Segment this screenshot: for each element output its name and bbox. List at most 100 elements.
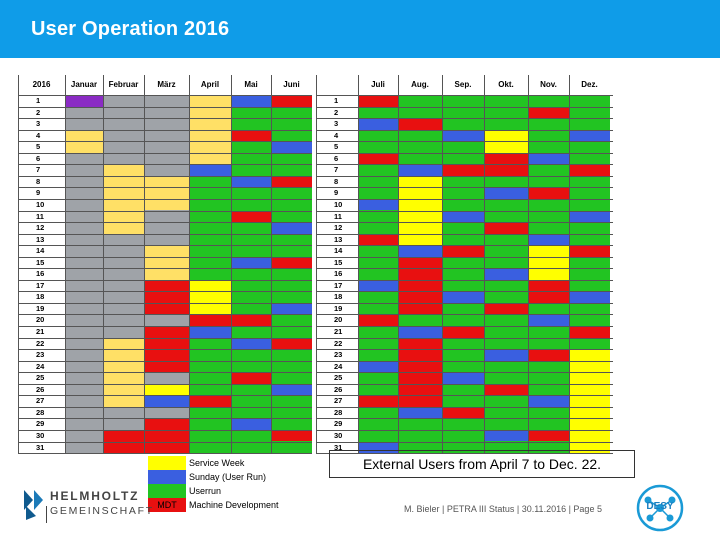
day-number: 16: [316, 268, 358, 280]
sep-base: [442, 95, 484, 454]
day-number: 6: [316, 152, 358, 165]
sep-blue3: [442, 291, 484, 303]
month-header-6: Juli: [358, 75, 398, 95]
month-header-2: März: [144, 75, 189, 95]
month-header-8: Sep.: [442, 75, 484, 95]
grid-line: [316, 245, 613, 246]
day-number: 10: [316, 198, 358, 211]
day-number: 13: [316, 233, 358, 246]
grid-line: [18, 118, 312, 119]
month-header-7: Aug.: [398, 75, 442, 95]
sep-mdt: [442, 164, 484, 176]
grid-line: [18, 210, 312, 211]
grid-line: [18, 95, 312, 96]
grid-line: [18, 129, 312, 131]
month-header-5: Juni: [271, 75, 312, 95]
grid-line: [18, 360, 312, 362]
day-number: 2: [18, 106, 65, 119]
day-number: 27: [18, 395, 65, 407]
grid-line: [316, 453, 613, 454]
oct-mdt2: [484, 222, 528, 234]
nov-mdt2: [528, 187, 569, 199]
dec-blue3: [569, 291, 610, 303]
nov-blue: [528, 152, 569, 165]
day-number: 9: [18, 187, 65, 199]
dec-blue2: [569, 210, 610, 223]
may-blue5: [231, 418, 271, 430]
sep-blue2: [442, 210, 484, 223]
may-mdt: [231, 129, 271, 142]
dec-mdt2: [569, 245, 610, 257]
grid-line: [484, 75, 485, 454]
day-number: 26: [18, 383, 65, 396]
grid-line: [316, 372, 613, 373]
nov-blue2: [528, 233, 569, 246]
day-number: 4: [18, 129, 65, 142]
day-number: 14: [316, 245, 358, 257]
feb-mdt: [103, 429, 144, 454]
jul-mdt: [358, 95, 398, 107]
grid-line: [18, 222, 312, 223]
day-number: 28: [316, 406, 358, 419]
day-number: 22: [316, 337, 358, 350]
mar-mdt3: [144, 418, 189, 454]
nov-mdt: [528, 106, 569, 119]
jul-mdt5: [358, 395, 398, 407]
grid-line: [316, 268, 613, 269]
grid-line: [316, 75, 317, 454]
day-number: 19: [316, 302, 358, 315]
day-number: 26: [316, 383, 358, 396]
grid-line: [316, 210, 613, 211]
grid-line: [316, 129, 613, 131]
day-number: 4: [316, 129, 358, 142]
grid-line: [569, 75, 570, 454]
dec-mdt3: [569, 326, 610, 338]
mar-blue: [144, 395, 189, 407]
day-number: 25: [18, 372, 65, 384]
grid-line: [316, 198, 613, 200]
jun-blue2: [271, 222, 312, 234]
nov-yellow: [528, 245, 569, 280]
day-number: 25: [316, 372, 358, 384]
grid-line: [316, 302, 613, 304]
grid-line: [65, 75, 66, 454]
desy-icon: [636, 484, 684, 532]
sep-blue4: [442, 372, 484, 384]
grid-line: [316, 164, 613, 165]
grid-line: [442, 75, 443, 454]
sep-mdt4: [442, 406, 484, 419]
aug-mdt2: [398, 256, 442, 315]
mar-yellow3: [144, 383, 189, 396]
day-number: 23: [18, 349, 65, 361]
jun-blue4: [271, 383, 312, 396]
jul-mdt3: [358, 233, 398, 246]
oct-blue3: [484, 349, 528, 361]
desy-logo: DESY: [636, 484, 684, 532]
grid-line: [18, 75, 19, 454]
grid-line: [103, 75, 104, 454]
may-base: [231, 95, 271, 454]
day-number: 1: [316, 95, 358, 107]
grid-line: [316, 429, 613, 431]
oct-blue4: [484, 429, 528, 442]
month-header-4: Mai: [231, 75, 271, 95]
day-number: 15: [316, 256, 358, 269]
legend-label-service: Service Week: [189, 458, 245, 468]
grid-line: [18, 245, 312, 246]
sep-mdt2: [442, 245, 484, 257]
jul-blue: [358, 118, 398, 130]
logo-divider: [46, 506, 47, 523]
grid-line: [18, 337, 312, 339]
may-mdt4: [231, 372, 271, 384]
grid-line: [316, 406, 613, 408]
day-number: 9: [316, 187, 358, 199]
grid-line: [316, 95, 613, 96]
grid-line: [316, 418, 613, 419]
day-number: 11: [18, 210, 65, 223]
day-number: 11: [316, 210, 358, 223]
grid-line: [316, 141, 613, 142]
grid-line: [316, 256, 613, 258]
day-number: 5: [316, 141, 358, 153]
grid-line: [189, 75, 190, 454]
legend-swatch-service: [148, 456, 186, 470]
